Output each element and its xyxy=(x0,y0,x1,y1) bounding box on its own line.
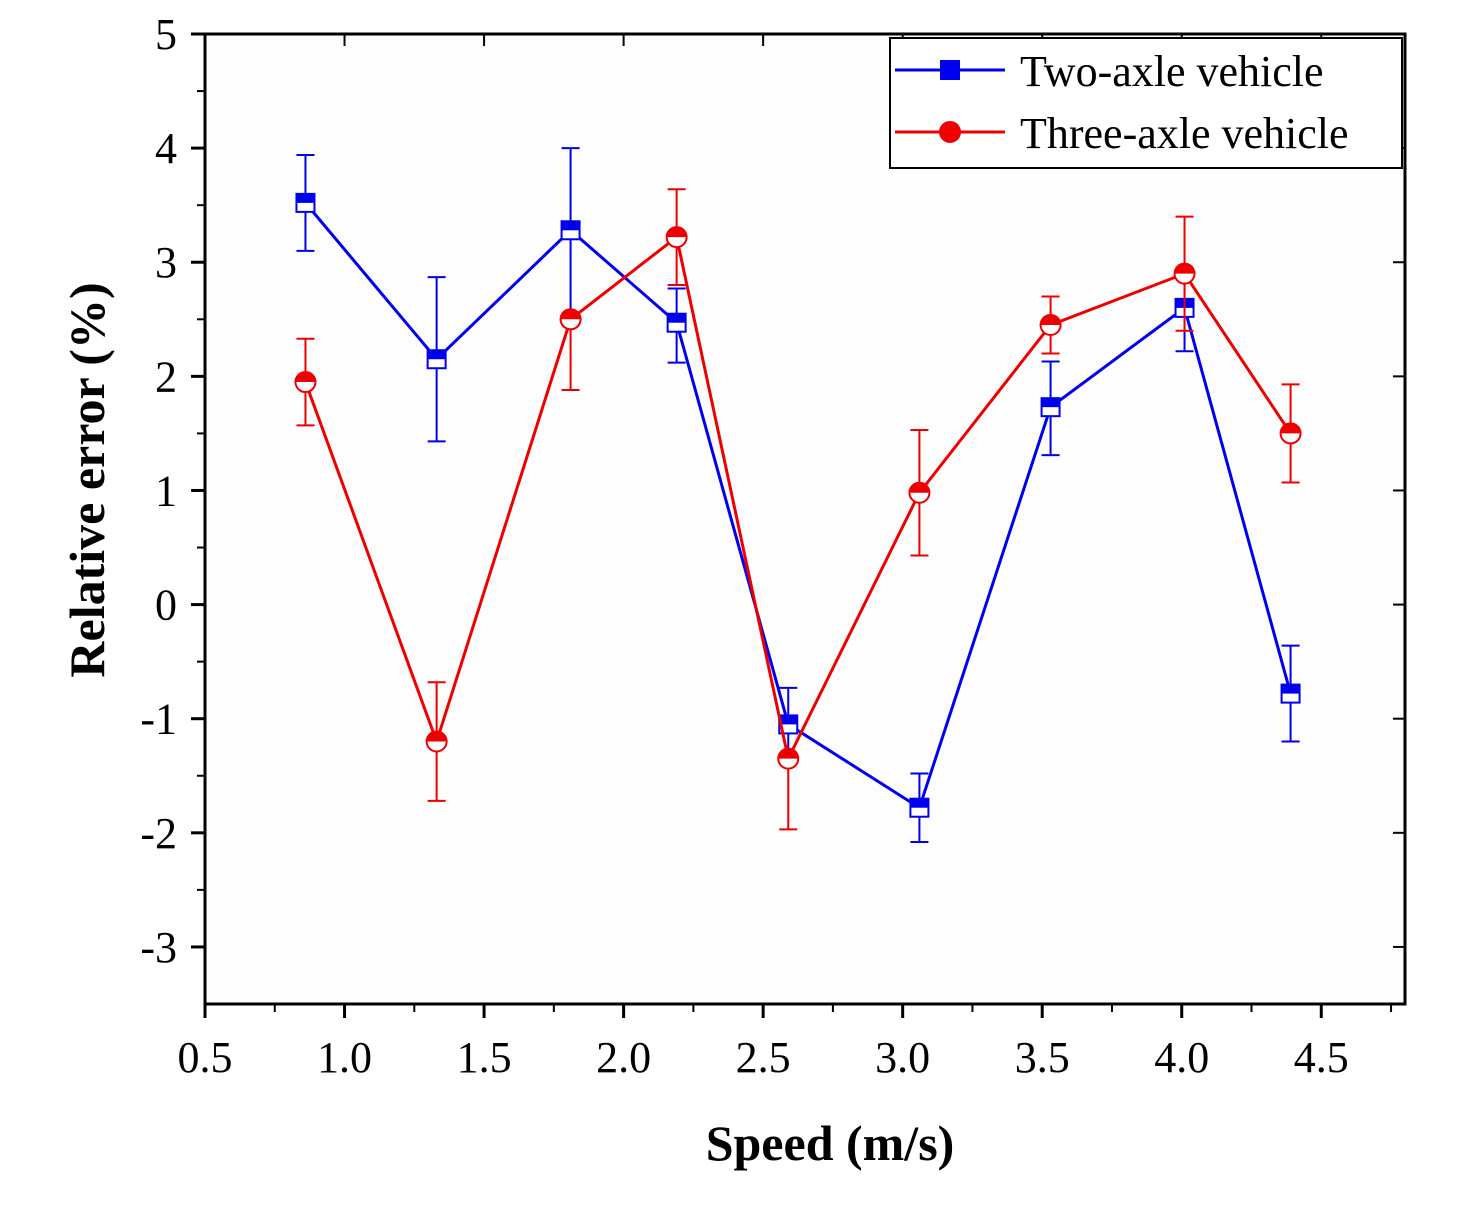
legend-marker-two-axle xyxy=(940,60,960,80)
data-point-fill xyxy=(1041,398,1060,408)
x-tick-label: 1.0 xyxy=(317,1033,372,1082)
y-tick-label: 3 xyxy=(155,238,177,287)
data-point-fill xyxy=(666,227,687,238)
series-two-axle xyxy=(295,147,1301,843)
data-point-fill xyxy=(427,350,446,360)
data-point-fill xyxy=(295,372,316,383)
y-tick-label: -3 xyxy=(140,923,177,972)
data-point-fill xyxy=(778,748,799,759)
legend-label-three-axle: Three-axle vehicle xyxy=(1020,109,1349,158)
x-tick-label: 2.5 xyxy=(736,1033,791,1082)
data-point-fill xyxy=(1280,423,1301,434)
data-point-fill xyxy=(1040,315,1061,325)
x-tick-label: 4.0 xyxy=(1154,1033,1209,1082)
plot-area xyxy=(205,34,1405,1004)
y-tick-label: 4 xyxy=(155,124,177,173)
y-tick-label: -1 xyxy=(140,695,177,744)
x-tick-label: 3.5 xyxy=(1015,1033,1070,1082)
data-point-fill xyxy=(426,731,447,742)
x-tick-label: 1.5 xyxy=(457,1033,512,1082)
legend-label-two-axle: Two-axle vehicle xyxy=(1020,47,1324,96)
data-point-fill xyxy=(1174,263,1195,274)
data-point-fill xyxy=(560,309,581,320)
legend: Two-axle vehicle Three-axle vehicle xyxy=(889,37,1403,169)
y-tick-label: 1 xyxy=(155,466,177,515)
data-point-fill xyxy=(1281,684,1300,694)
data-point-fill xyxy=(910,798,929,808)
series-layer xyxy=(294,147,1302,843)
y-tick-label: 5 xyxy=(155,10,177,59)
ticks-layer: 0.5 1.0 1.5 2.0 2.5 3.0 3.5 4.0 4.5 -3 -2 -1 0 1 2 3 4 5 xyxy=(140,10,1405,1082)
data-point-fill xyxy=(779,715,798,725)
data-point-fill xyxy=(296,193,315,203)
x-tick-label: 2.0 xyxy=(596,1033,651,1082)
plot-frame xyxy=(203,32,1407,1006)
y-tick-label: -2 xyxy=(140,809,177,858)
data-point-fill xyxy=(667,313,686,323)
y-tick-label: 2 xyxy=(155,352,177,401)
data-point-fill xyxy=(909,482,930,493)
x-tick-label: 0.5 xyxy=(178,1033,233,1082)
x-axis-title: Speed (m/s) xyxy=(706,1115,955,1171)
y-axis-title: Relative error (%) xyxy=(59,282,115,677)
legend-marker-three-axle xyxy=(939,121,961,143)
data-point-fill xyxy=(561,221,580,231)
x-tick-label: 3.0 xyxy=(875,1033,930,1082)
y-tick-label: 0 xyxy=(155,581,177,630)
series-three-axle xyxy=(294,188,1302,831)
legend-box xyxy=(889,37,1403,169)
x-tick-label: 4.5 xyxy=(1294,1033,1349,1082)
